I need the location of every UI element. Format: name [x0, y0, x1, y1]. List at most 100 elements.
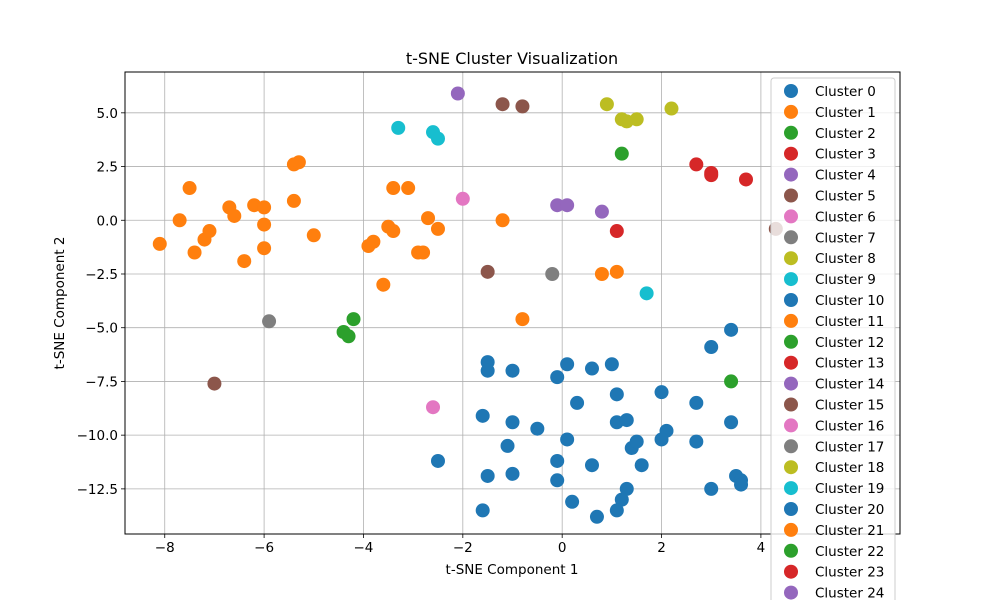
- legend-entry: Cluster 11: [784, 313, 884, 330]
- data-point: [614, 146, 629, 161]
- y-tick-label: −5.0: [85, 321, 118, 337]
- data-point: [689, 157, 704, 172]
- series-cluster-9: [391, 120, 654, 301]
- x-tick-label: 0: [558, 540, 567, 556]
- legend-entry: Cluster 4: [784, 167, 876, 184]
- data-point: [500, 438, 515, 453]
- data-point: [361, 239, 376, 254]
- legend-label: Cluster 7: [815, 230, 876, 246]
- legend-entry: Cluster 20: [784, 502, 884, 518]
- legend-entry: Cluster 7: [784, 230, 876, 246]
- y-axis-ticks: 5.0 2.5 0.0 −2.5 −5.0 −7.5 −10.0 −12.5: [77, 106, 125, 498]
- series-cluster-17: [262, 314, 277, 329]
- data-point: [202, 224, 217, 239]
- legend-marker: [784, 209, 798, 224]
- series-cluster-21: [515, 264, 624, 327]
- data-point: [455, 191, 470, 206]
- data-point: [182, 181, 197, 196]
- data-point: [654, 385, 669, 400]
- data-point: [550, 453, 565, 468]
- legend-label: Cluster 18: [815, 460, 884, 476]
- legend-marker: [784, 125, 798, 140]
- legend-marker: [784, 585, 798, 600]
- y-tick-label: −7.5: [85, 374, 118, 390]
- legend-marker: [784, 355, 798, 370]
- series-cluster-2: [336, 312, 361, 344]
- data-point: [619, 413, 634, 428]
- data-point: [629, 434, 644, 449]
- data-point: [704, 340, 719, 355]
- data-point: [495, 213, 510, 228]
- x-tick-label: −6: [254, 540, 274, 556]
- legend-label: Cluster 12: [815, 335, 884, 351]
- legend-label: Cluster 5: [815, 189, 876, 205]
- y-tick-label: −12.5: [77, 482, 118, 498]
- data-point: [724, 374, 739, 389]
- legend-label: Cluster 9: [815, 272, 876, 288]
- legend-marker: [784, 522, 798, 537]
- legend-entry: Cluster 3: [784, 146, 876, 163]
- data-point: [391, 120, 406, 135]
- data-point: [421, 211, 436, 226]
- data-point: [584, 361, 599, 376]
- legend-label: Cluster 1: [815, 105, 876, 121]
- series-cluster-11: [361, 181, 510, 292]
- x-axis-label: t-SNE Component 1: [446, 562, 579, 578]
- legend-label: Cluster 2: [815, 126, 876, 142]
- legend-entry: Cluster 13: [784, 355, 884, 372]
- data-point: [550, 473, 565, 488]
- legend-label: Cluster 17: [815, 439, 884, 455]
- legend-label: Cluster 8: [815, 251, 876, 267]
- legend-marker: [784, 481, 798, 496]
- legend-marker: [784, 502, 798, 516]
- series-cluster-10: [614, 322, 749, 507]
- y-tick-label: −10.0: [77, 428, 118, 444]
- data-point: [570, 395, 585, 410]
- data-point: [594, 204, 609, 219]
- data-point: [594, 266, 609, 281]
- legend-entry: Cluster 9: [784, 272, 876, 288]
- data-point: [386, 224, 401, 239]
- data-point: [654, 432, 669, 447]
- legend-label: Cluster 6: [815, 209, 876, 225]
- data-point: [589, 509, 604, 524]
- legend-box: [770, 77, 896, 600]
- data-point: [619, 481, 634, 496]
- series-cluster-0: [480, 355, 624, 410]
- data-point: [724, 322, 739, 337]
- legend-entry: Cluster 5: [784, 188, 876, 205]
- legend-marker: [784, 460, 798, 475]
- data-point: [609, 503, 624, 518]
- y-axis-label: t-SNE Component 2: [52, 237, 68, 370]
- data-point: [515, 99, 530, 114]
- data-point: [376, 277, 391, 292]
- legend-entry: Cluster 18: [784, 460, 884, 476]
- data-point: [639, 286, 654, 301]
- series-cluster-8: [599, 97, 679, 129]
- data-point: [530, 421, 545, 436]
- legend-entry: Cluster 0: [784, 84, 876, 100]
- x-axis-ticks: −8 −6 −4 −2 0 2 4: [155, 534, 765, 556]
- plot-frame: [124, 71, 901, 535]
- legend-marker: [784, 146, 798, 161]
- data-point: [704, 168, 719, 183]
- legend-label: Cluster 15: [815, 398, 884, 414]
- legend-label: Cluster 3: [815, 147, 876, 163]
- scatter-points: [152, 86, 783, 524]
- data-point: [609, 264, 624, 279]
- legend-marker: [784, 564, 798, 579]
- legend-label: Cluster 13: [815, 356, 884, 372]
- series-cluster-5: [480, 97, 530, 279]
- legend-entry: Cluster 16: [784, 418, 884, 434]
- data-point: [515, 312, 530, 327]
- data-point: [560, 357, 575, 372]
- legend-entry: Cluster 8: [784, 251, 876, 267]
- legend-label: Cluster 14: [815, 377, 884, 393]
- data-point: [480, 264, 495, 279]
- legend-label: Cluster 4: [815, 168, 876, 184]
- legend-label: Cluster 21: [815, 523, 884, 539]
- legend-marker: [784, 230, 798, 245]
- data-point: [505, 363, 520, 378]
- series-cluster-13: [609, 224, 624, 239]
